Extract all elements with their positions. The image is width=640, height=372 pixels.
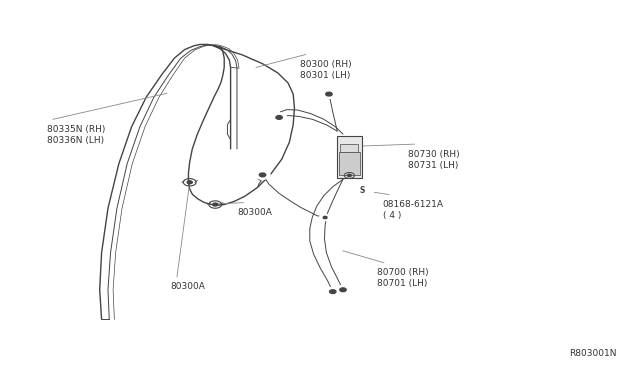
Circle shape — [271, 113, 287, 122]
Circle shape — [330, 290, 336, 294]
Text: 80730 (RH)
80731 (LH): 80730 (RH) 80731 (LH) — [408, 150, 460, 170]
Text: 80700 (RH)
80701 (LH): 80700 (RH) 80701 (LH) — [378, 268, 429, 288]
Circle shape — [323, 217, 327, 219]
Circle shape — [276, 116, 282, 119]
Circle shape — [326, 92, 332, 96]
Text: R803001N: R803001N — [570, 349, 617, 358]
Text: S: S — [360, 186, 365, 195]
Bar — [339, 152, 360, 176]
Circle shape — [340, 288, 346, 292]
Circle shape — [325, 287, 340, 296]
Circle shape — [351, 184, 374, 197]
Text: 80335N (RH)
80336N (LH): 80335N (RH) 80336N (LH) — [47, 125, 105, 145]
Bar — [340, 144, 358, 152]
Text: 08168-6121A
( 4 ): 08168-6121A ( 4 ) — [383, 200, 444, 220]
Text: 80300 (RH)
80301 (LH): 80300 (RH) 80301 (LH) — [300, 60, 351, 80]
Circle shape — [348, 174, 351, 177]
Circle shape — [259, 173, 266, 177]
Circle shape — [319, 214, 331, 221]
Circle shape — [187, 181, 192, 184]
Circle shape — [212, 203, 218, 206]
Bar — [337, 136, 362, 179]
Text: 80300A: 80300A — [237, 208, 272, 217]
Circle shape — [255, 170, 270, 179]
Text: 80300A: 80300A — [171, 282, 205, 291]
Circle shape — [321, 90, 337, 99]
Circle shape — [335, 285, 351, 294]
